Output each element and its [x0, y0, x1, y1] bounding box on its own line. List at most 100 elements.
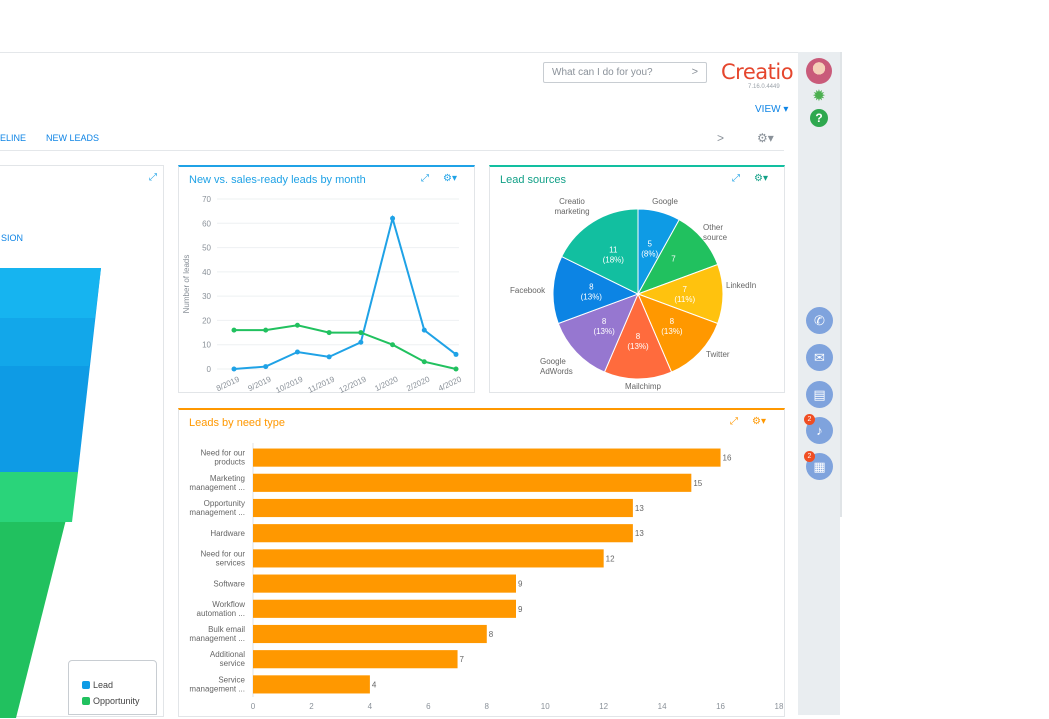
notifications-badge: 2	[804, 414, 815, 425]
category-label: Hardware	[210, 529, 245, 538]
bar	[253, 549, 604, 568]
pie-slice-label: Other	[703, 223, 723, 232]
pie-slice-value: 8	[670, 317, 675, 326]
expand-icon[interactable]: ⤢	[730, 416, 738, 427]
x-tick-label: 8	[485, 702, 490, 711]
x-tick-label: 10/2019	[274, 374, 305, 395]
tab-pipeline[interactable]: ELINE	[0, 133, 27, 143]
legend-swatch-lead	[82, 681, 90, 689]
phone-icon[interactable]: ✆	[806, 307, 833, 334]
category-label: automation ...	[197, 609, 245, 618]
y-tick-label: 0	[207, 365, 212, 374]
pie-slice-pct: (13%)	[581, 293, 603, 302]
x-tick-label: 0	[251, 702, 256, 711]
x-tick-label: 2	[309, 702, 314, 711]
command-search-input[interactable]: What can I do for you? >	[543, 62, 707, 83]
funnel-chart	[0, 268, 101, 718]
chat-icon[interactable]: ▤	[806, 381, 833, 408]
expand-icon[interactable]: ⤢	[149, 172, 157, 183]
gear-icon[interactable]: ⚙▾	[757, 131, 774, 145]
bar-value-label: 9	[518, 605, 523, 614]
search-go-icon[interactable]: >	[691, 66, 698, 78]
funnel-stage-label: SION	[1, 233, 24, 243]
category-label: Software	[213, 580, 245, 589]
category-label: Additional	[210, 650, 245, 659]
series-line-0	[233, 214, 457, 370]
category-label: Service	[218, 675, 245, 684]
y-tick-label: 40	[202, 268, 211, 277]
pie-slice-label: source	[703, 233, 728, 242]
category-label: management ...	[189, 508, 245, 517]
x-tick-label: 4/2020	[437, 374, 463, 393]
search-placeholder: What can I do for you?	[552, 67, 653, 78]
bar-value-label: 13	[635, 504, 644, 513]
pie-slice-value: 7	[683, 285, 688, 294]
category-label: service	[220, 659, 246, 668]
gear-icon[interactable]: ✹	[812, 88, 826, 105]
funnel-lead-stage-light	[0, 268, 101, 318]
email-icon[interactable]: ✉	[806, 344, 833, 371]
y-tick-label: 60	[202, 219, 211, 228]
category-label: Need for our	[201, 549, 246, 558]
pie-slice	[561, 208, 639, 295]
gear-icon[interactable]: ⚙▾	[754, 173, 768, 184]
data-point	[326, 330, 332, 336]
category-label: Marketing	[210, 474, 245, 483]
pie-slice-label: LinkedIn	[726, 281, 756, 290]
bar	[253, 473, 692, 492]
pie-slice-label: Facebook	[510, 286, 546, 295]
bar-value-label: 16	[723, 454, 732, 463]
bar	[253, 574, 516, 593]
funnel-panel: ⤢ SION	[0, 165, 164, 718]
category-label: products	[214, 458, 245, 467]
pie-slice	[637, 293, 719, 373]
expand-icon[interactable]: ⤢	[732, 173, 740, 184]
data-point	[421, 359, 427, 365]
tab-new-leads[interactable]: NEW LEADS	[46, 133, 100, 143]
x-tick-label: 18	[775, 702, 784, 711]
pie-slice-pct: (8%)	[641, 250, 658, 259]
y-tick-label: 10	[202, 341, 211, 350]
bar	[253, 624, 487, 644]
legend-item-opportunity: Opportunity	[82, 696, 140, 706]
pie-slice-value: 7	[671, 255, 676, 264]
gear-icon[interactable]: ⚙▾	[752, 416, 766, 427]
data-point	[263, 364, 269, 370]
data-point	[231, 366, 237, 372]
pie-slice-pct: (13%)	[627, 342, 649, 351]
x-tick-label: 16	[716, 702, 725, 711]
pie-slice-label: Twitter	[706, 350, 730, 359]
data-point	[453, 366, 459, 372]
gear-icon[interactable]: ⚙▾	[443, 173, 457, 184]
data-point	[263, 327, 269, 333]
data-point	[453, 351, 459, 357]
expand-icon[interactable]: ⤢	[421, 173, 429, 184]
line-chart-panel: New vs. sales-ready leads by month ⤢ ⚙▾ …	[178, 165, 475, 395]
pie-slice	[552, 255, 640, 325]
data-point	[326, 354, 332, 360]
pie-chart: 5(8%)Google7Othersource7(11%)LinkedIn8(1…	[510, 197, 756, 391]
view-button[interactable]: VIEW ▾	[755, 104, 789, 115]
category-label: Bulk email	[208, 625, 245, 634]
help-icon[interactable]: ?	[810, 109, 828, 127]
category-label: management ...	[189, 634, 245, 643]
category-label: management ...	[189, 483, 245, 492]
chevron-right-icon[interactable]: >	[717, 131, 725, 145]
creatio-logo[interactable]: Creatio	[721, 60, 794, 84]
x-tick-label: 12/2019	[338, 374, 369, 395]
legend-item-lead: Lead	[82, 680, 113, 690]
category-label: services	[216, 558, 245, 567]
x-tick-label: 2/2020	[405, 374, 431, 393]
y-tick-label: 50	[202, 244, 211, 253]
bar	[253, 498, 633, 518]
bar-value-label: 8	[489, 630, 494, 639]
feed-badge: 2	[804, 451, 815, 462]
data-point	[294, 349, 300, 355]
bar	[253, 524, 633, 543]
legend-label-lead: Lead	[93, 680, 114, 690]
bar	[253, 448, 721, 467]
user-avatar[interactable]	[806, 58, 832, 84]
bar-value-label: 7	[460, 655, 465, 664]
pie-slice-value: 11	[609, 245, 618, 254]
pie-chart-panel: Lead sources ⤢ ⚙▾ 5 (8%) Google 7 Other sourc…	[489, 165, 785, 393]
